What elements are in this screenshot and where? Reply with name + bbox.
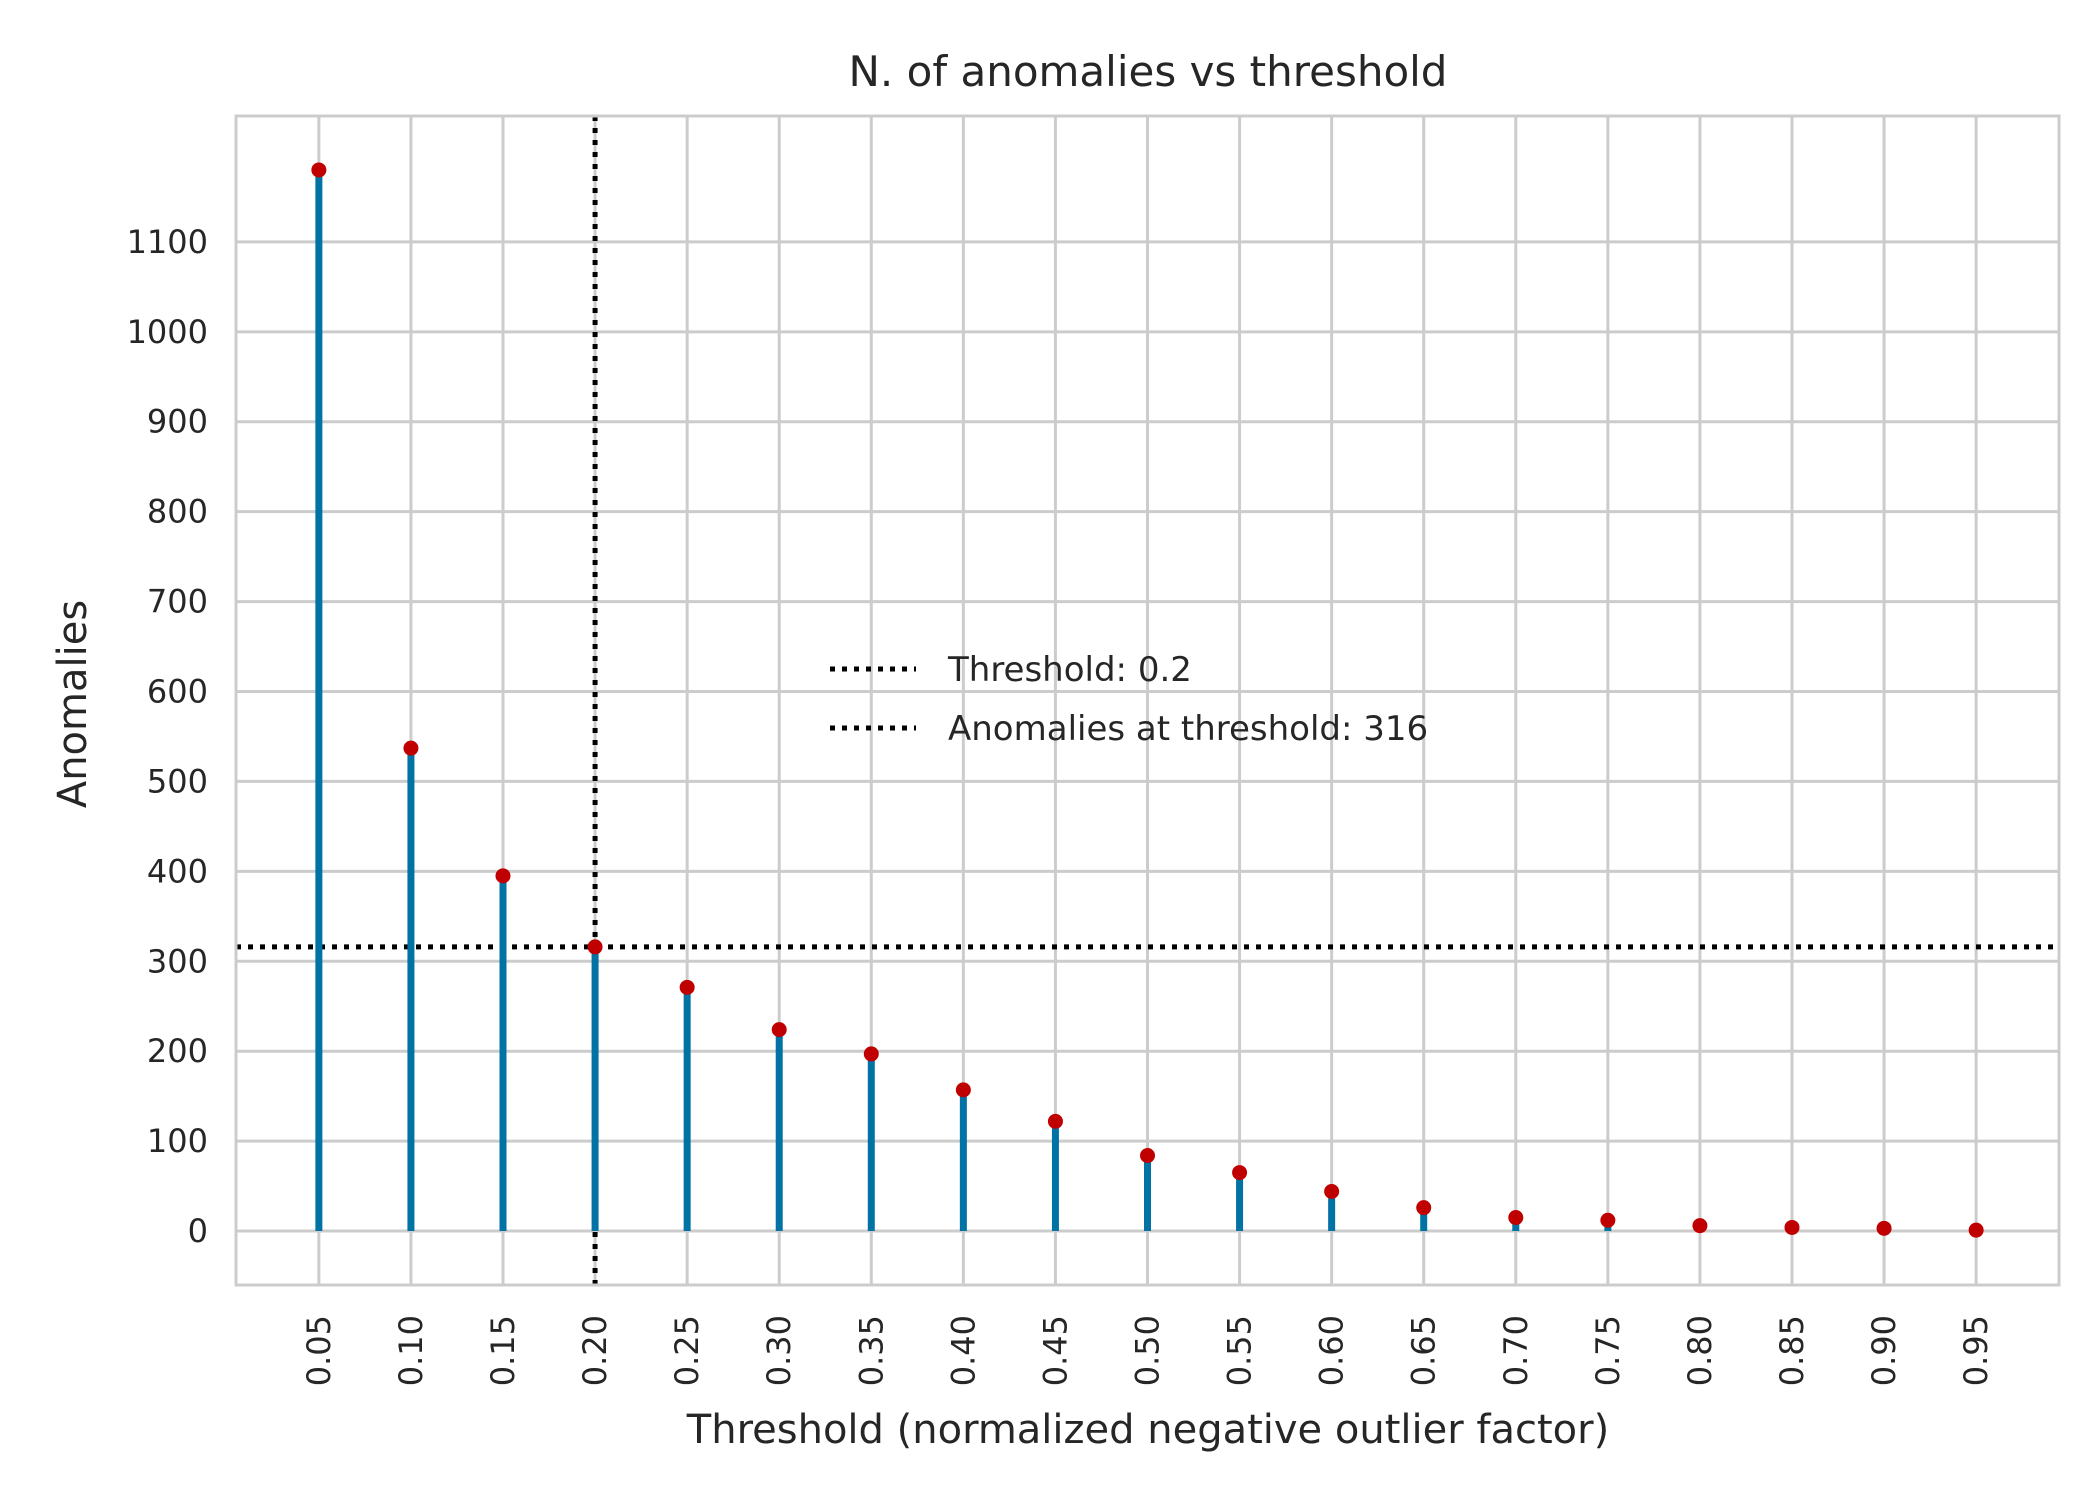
y-tick-label: 0 — [188, 1212, 208, 1250]
y-tick-label: 100 — [147, 1122, 208, 1160]
stems-layer — [311, 162, 1984, 1238]
y-tick-label: 1000 — [127, 313, 208, 351]
y-tick-label: 400 — [147, 852, 208, 890]
stem-marker — [1784, 1219, 1800, 1235]
x-tick-label: 0.10 — [392, 1315, 430, 1386]
stem-marker — [1416, 1200, 1432, 1216]
y-axis-label: Anomalies — [50, 600, 96, 808]
legend-threshold-label: Threshold: 0.2 — [947, 650, 1192, 690]
stem-marker — [679, 979, 695, 995]
stem-marker — [495, 868, 511, 884]
stem-marker — [863, 1046, 879, 1062]
x-tick-label: 0.05 — [300, 1315, 338, 1386]
x-axis-label: Threshold (normalized negative outlier f… — [686, 1407, 1609, 1453]
y-tick-label: 700 — [147, 583, 208, 621]
x-tick-label: 0.95 — [1957, 1315, 1995, 1386]
stem-marker — [1508, 1210, 1524, 1226]
y-tick-label: 600 — [147, 673, 208, 711]
legend-anomalies-label: Anomalies at threshold: 316 — [948, 709, 1428, 749]
stem-marker — [1047, 1113, 1063, 1129]
plot-frame — [234, 114, 2061, 1287]
stem-marker — [1876, 1220, 1892, 1236]
y-tick-label: 500 — [147, 762, 208, 800]
x-tick-label: 0.65 — [1405, 1315, 1443, 1386]
grid-layer — [236, 116, 2059, 1285]
stem-marker — [771, 1022, 787, 1038]
legend: Threshold: 0.2 Anomalies at threshold: 3… — [830, 650, 1428, 749]
x-tick-label: 0.35 — [852, 1315, 890, 1386]
x-tick-label: 0.45 — [1036, 1315, 1074, 1386]
x-tick-label: 0.70 — [1497, 1315, 1535, 1386]
x-tick-label: 0.60 — [1313, 1315, 1351, 1386]
x-tick-label: 0.20 — [576, 1315, 614, 1386]
x-tick-label: 0.50 — [1129, 1315, 1167, 1386]
y-tick-label: 900 — [147, 403, 208, 441]
x-tick-label: 0.90 — [1865, 1315, 1903, 1386]
x-tick-label: 0.40 — [944, 1315, 982, 1386]
stem-marker — [403, 740, 419, 756]
stem-marker — [311, 162, 327, 178]
x-tick-label: 0.15 — [484, 1315, 522, 1386]
x-tick-label: 0.55 — [1221, 1315, 1259, 1386]
x-tick-label: 0.30 — [760, 1315, 798, 1386]
chart-title: N. of anomalies vs threshold — [849, 47, 1448, 96]
x-tick-label: 0.80 — [1681, 1315, 1719, 1386]
x-tick-label: 0.75 — [1589, 1315, 1627, 1386]
x-tick-label: 0.25 — [668, 1315, 706, 1386]
y-tick-label: 1100 — [127, 223, 208, 261]
x-tick-label: 0.85 — [1773, 1315, 1811, 1386]
stem-marker — [1140, 1148, 1155, 1164]
y-tick-label: 300 — [147, 942, 208, 980]
stem-marker — [1232, 1165, 1248, 1181]
y-tick-label: 800 — [147, 493, 208, 531]
stem-marker — [1968, 1222, 1984, 1238]
stem-marker — [955, 1082, 971, 1098]
tick-labels-layer: 0.05 0.10 0.15 0.20 0.25 0.30 0.35 0.40 0.45 0.50… — [127, 223, 1996, 1386]
stem-marker — [587, 939, 603, 955]
y-tick-label: 200 — [147, 1032, 208, 1070]
stem-marker — [1324, 1183, 1340, 1199]
stem-marker — [1692, 1218, 1708, 1234]
stem-marker — [1600, 1212, 1616, 1228]
